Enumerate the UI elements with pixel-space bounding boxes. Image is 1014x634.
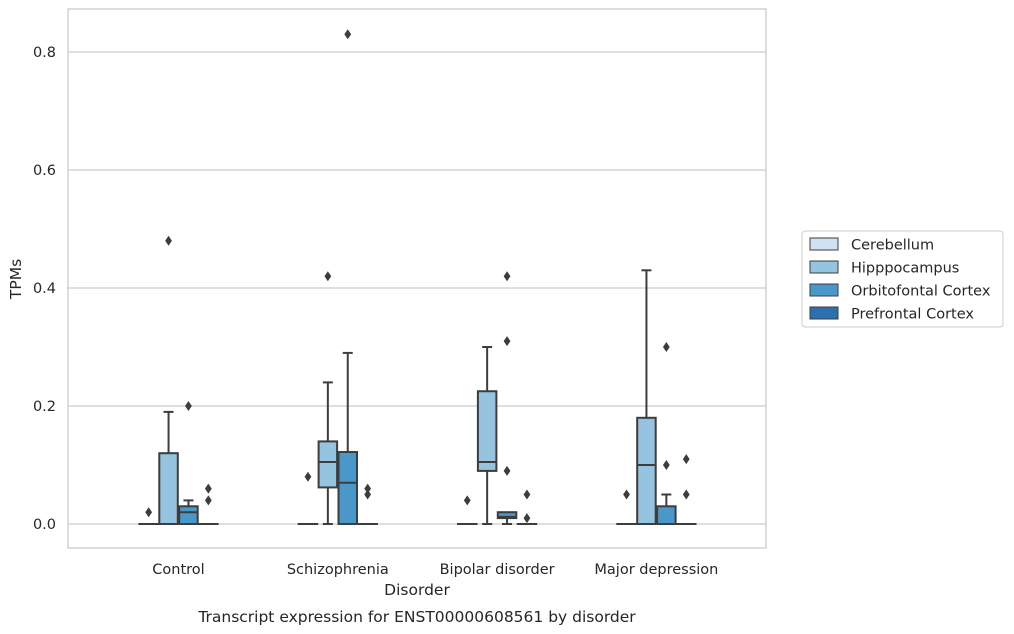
box (457, 495, 478, 526)
box (476, 346, 498, 525)
box (138, 507, 159, 526)
outlier-point (145, 507, 153, 518)
series-cerebellum (138, 471, 637, 526)
y-tick-label: 0.8 (33, 45, 56, 61)
y-tick-label: 0.6 (33, 163, 56, 179)
outlier-point (364, 483, 372, 494)
outlier-point (324, 271, 332, 282)
legend-item: Orbitofontal Cortex (809, 283, 991, 300)
outlier-point (503, 336, 511, 347)
outlier-point (662, 342, 670, 352)
series-prefrontal-cortex (198, 454, 697, 526)
legend-item: Cerebellum (809, 237, 934, 254)
y-tick-label: 0.2 (33, 399, 56, 415)
legend-label: Prefrontal Cortex (851, 307, 974, 323)
box-body (317, 440, 339, 489)
outlier-point (623, 489, 630, 500)
outlier-point (682, 454, 690, 465)
y-tick-label: 0.4 (33, 281, 56, 297)
box (158, 235, 179, 526)
outlier-point (344, 29, 352, 40)
legend-item: Prefrontal Cortex (809, 306, 974, 323)
legend-frame (801, 230, 1004, 328)
box-body (496, 511, 518, 520)
box (516, 489, 538, 526)
legend-label: Hipppocampus (851, 261, 959, 277)
x-tick-label: Major depression (594, 562, 718, 578)
legend-swatch (809, 260, 839, 274)
outlier-point (204, 495, 212, 506)
outlier-point (523, 489, 531, 500)
plot-area-frame (67, 8, 767, 549)
series-hipppocampus (158, 235, 657, 526)
box-body (158, 452, 179, 526)
x-axis-ticks: Control Schizophrenia Bipolar disorder Majo… (152, 562, 718, 578)
legend-swatch (809, 237, 839, 251)
box (317, 271, 339, 525)
outlier-point (364, 489, 372, 500)
box (636, 269, 657, 525)
box (656, 342, 677, 525)
outlier-point (204, 483, 212, 494)
outlier-point (662, 460, 670, 470)
outlier-point (463, 495, 471, 506)
box (616, 489, 637, 526)
box (297, 471, 319, 526)
legend: Cerebellum Hipppocampus Orbitofontal Corte… (801, 230, 1004, 328)
legend-swatch (809, 306, 839, 320)
box (676, 454, 697, 526)
outlier-point (503, 271, 511, 282)
outlier-point (503, 465, 511, 476)
outlier-point (523, 513, 531, 524)
box-series (138, 29, 697, 526)
outlier-point (165, 235, 172, 246)
outlier-point (185, 401, 192, 411)
box-body (636, 416, 657, 525)
box (198, 483, 219, 526)
box (337, 29, 358, 525)
box (496, 271, 518, 525)
legend-label: Cerebellum (851, 238, 934, 254)
legend-item: Hipppocampus (809, 260, 959, 277)
box (357, 483, 378, 526)
x-tick-label: Schizophrenia (287, 562, 389, 578)
y-axis-label: TPMs (7, 259, 25, 300)
legend-swatch (809, 283, 839, 297)
box-body (476, 390, 498, 472)
box-body (656, 505, 677, 525)
series-orbitofontal-cortex (178, 29, 677, 525)
box (178, 401, 199, 525)
x-tick-label: Control (152, 562, 204, 578)
y-axis-ticks: 0.0 0.2 0.4 0.6 0.8 (33, 45, 56, 533)
legend-items: Cerebellum Hipppocampus Orbitofontal Corte… (809, 237, 991, 323)
box-body (337, 451, 358, 525)
x-tick-label: Bipolar disorder (440, 562, 555, 578)
legend-label: Orbitofontal Cortex (851, 284, 991, 300)
outlier-point (682, 489, 690, 500)
outlier-point (304, 471, 312, 482)
y-tick-label: 0.0 (33, 517, 56, 533)
figure-caption: Transcript expression for ENST0000060856… (197, 608, 636, 626)
x-axis-label: Disorder (384, 581, 450, 599)
box-body (178, 505, 199, 525)
